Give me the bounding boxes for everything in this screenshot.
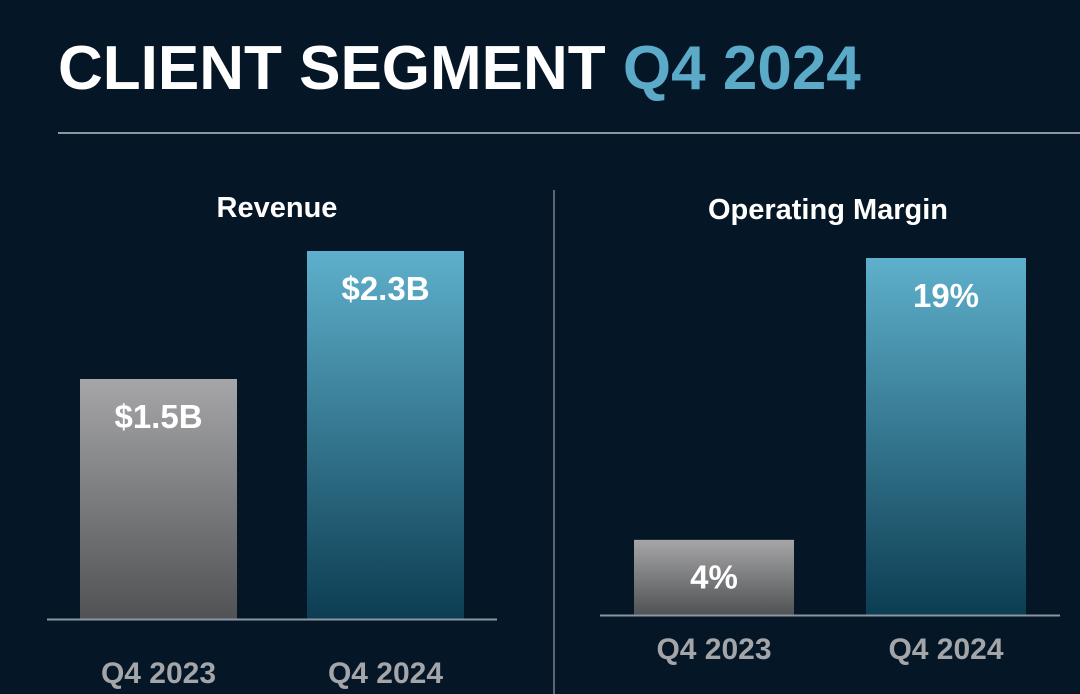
title-main: CLIENT SEGMENT [58, 34, 606, 103]
page-title: CLIENT SEGMENT Q4 2024 [58, 34, 861, 104]
revenue-category-label-q4-2024: Q4 2024 [328, 657, 443, 690]
title-divider [58, 132, 1080, 134]
revenue-value-label-q4-2023: $1.5B [114, 398, 202, 435]
margin-value-label-q4-2023: 4% [690, 558, 738, 595]
revenue-bar-q4-2023 [80, 379, 237, 619]
margin-category-label-q4-2024: Q4 2024 [888, 633, 1003, 666]
margin-bar-q4-2023 [634, 539, 794, 615]
revenue-value-label-q4-2024: $2.3B [341, 270, 429, 307]
margin-value-label-q4-2024: 19% [913, 277, 979, 314]
revenue-chart-title: Revenue [216, 192, 338, 224]
margin-chart-title: Operating Margin [707, 194, 949, 226]
margin-bar-q4-2024 [866, 258, 1026, 615]
revenue-category-label-q4-2023: Q4 2023 [101, 657, 216, 690]
chart-divider [553, 190, 555, 694]
revenue-bar-q4-2024 [307, 251, 464, 619]
margin-category-label-q4-2023: Q4 2023 [656, 633, 771, 666]
title-accent: Q4 2024 [622, 34, 861, 103]
